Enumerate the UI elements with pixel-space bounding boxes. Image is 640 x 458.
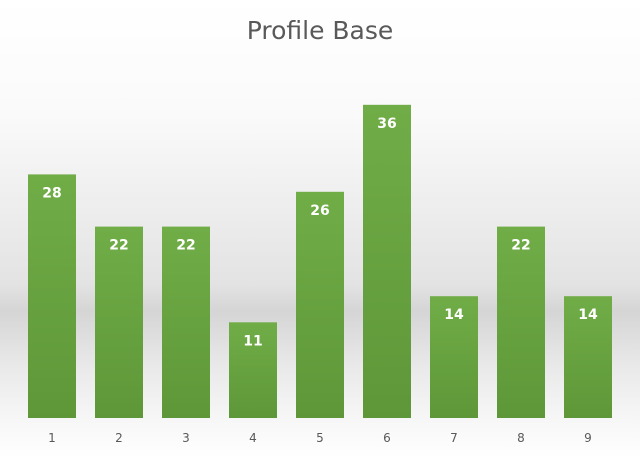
bar-value-label-5: 26 [310, 203, 329, 219]
x-axis-tick-labels: 1 2 3 4 5 6 7 8 9 [48, 431, 592, 445]
bar-value-label-7: 14 [444, 307, 464, 323]
x-tick-label-7: 7 [450, 431, 458, 445]
bar-value-label-3: 22 [176, 238, 195, 254]
bar-5 [296, 191, 344, 418]
x-tick-label-8: 8 [517, 431, 525, 445]
bar-value-label-9: 14 [578, 307, 598, 323]
x-tick-label-9: 9 [584, 431, 592, 445]
bar-7 [430, 296, 478, 418]
chart-title: Profile Base [246, 16, 394, 45]
x-tick-label-1: 1 [48, 431, 56, 445]
bar-value-label-8: 22 [511, 238, 530, 254]
x-tick-label-2: 2 [115, 431, 123, 445]
bar-3 [162, 226, 210, 418]
bars-group [28, 104, 612, 419]
bar-value-label-1: 28 [42, 185, 61, 201]
x-tick-label-5: 5 [316, 431, 324, 445]
bar-1 [28, 174, 76, 418]
bar-value-label-2: 22 [109, 238, 128, 254]
bar-4 [229, 322, 277, 418]
x-tick-label-3: 3 [182, 431, 190, 445]
bar-6 [363, 104, 411, 419]
x-tick-label-4: 4 [249, 431, 257, 445]
bar-9 [564, 296, 612, 418]
bar-labels-group: 28 22 22 11 26 36 14 22 14 [42, 116, 598, 349]
x-tick-label-6: 6 [383, 431, 391, 445]
bar-value-label-4: 11 [243, 333, 262, 349]
bar-value-label-6: 36 [377, 116, 396, 132]
bar-8 [497, 226, 545, 418]
bar-2 [95, 226, 143, 418]
